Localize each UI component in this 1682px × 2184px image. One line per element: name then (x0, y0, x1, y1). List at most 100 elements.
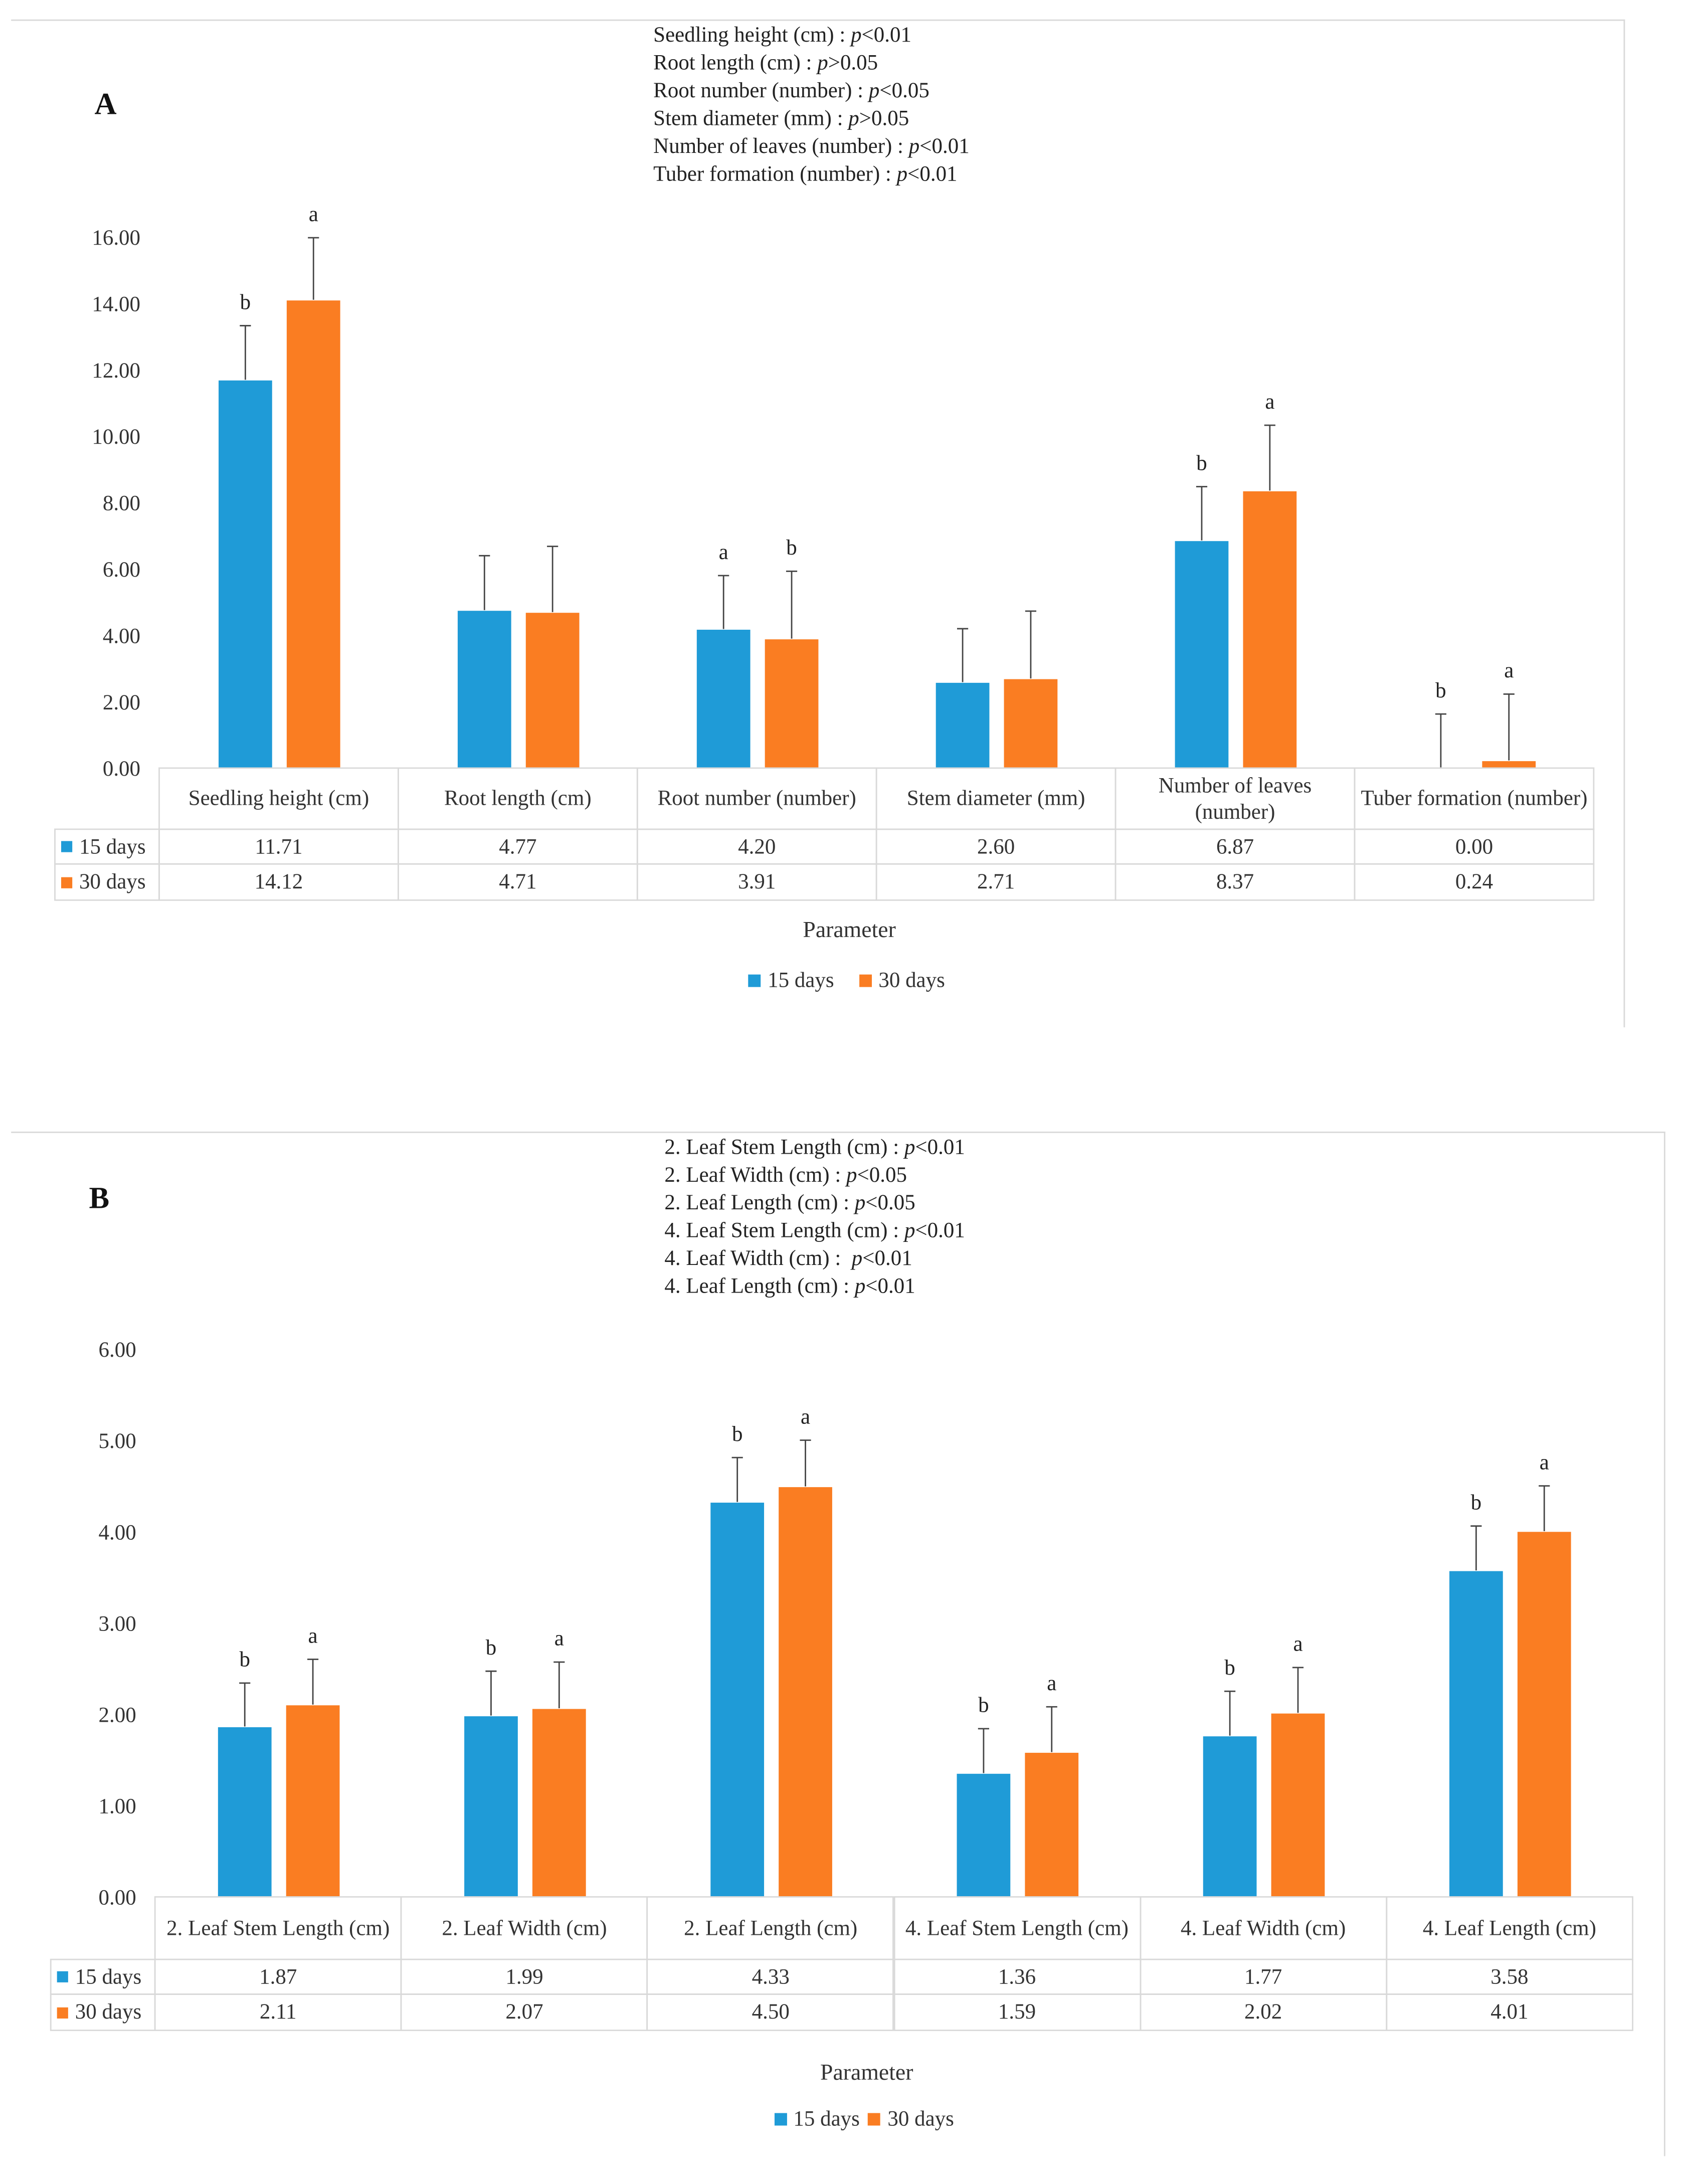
significance-letter: b (486, 1636, 496, 1660)
table-value: 1.59 (893, 1993, 1141, 2031)
significance-line: Root number (number) : p<0.05 (653, 78, 970, 105)
legend: 15 days 30 days (748, 969, 945, 994)
table-value: 0.24 (1354, 863, 1595, 901)
bar-30-days (778, 1486, 833, 1898)
panel-label: A (94, 86, 117, 121)
significance-line: Seedling height (cm) : p<0.01 (653, 22, 970, 50)
significance-letter: b (240, 290, 251, 314)
significance-line: 2. Leaf Width (cm) : p<0.05 (664, 1162, 965, 1190)
legend-item: 30 days (868, 2107, 954, 2132)
significance-letter: a (801, 1405, 810, 1428)
table-value: 1.36 (893, 1958, 1141, 1995)
bar-30-days (1481, 760, 1537, 769)
significance-letter: a (1540, 1450, 1549, 1474)
significance-annotations: 2. Leaf Stem Length (cm) : p<0.01 2. Leaf… (664, 1135, 965, 1302)
table-value: 4.50 (647, 1993, 895, 2031)
table-value: 2.71 (875, 863, 1116, 901)
significance-parameter: 2. Leaf Width (cm) : (664, 1163, 847, 1187)
significance-parameter: 2. Leaf Stem Length (cm) : (664, 1136, 904, 1160)
category-label: 4. Leaf Width (cm) (1139, 1896, 1387, 1960)
significance-letter: b (1196, 451, 1207, 475)
y-tick-label: 14.00 (92, 292, 140, 316)
bar-30-days (1242, 490, 1297, 769)
p-symbol: p (854, 1191, 866, 1215)
table-value: 2.02 (1139, 1993, 1387, 2031)
category-label: Root length (cm) (397, 767, 638, 830)
legend-swatch (57, 2007, 68, 2018)
legend-item: 30 days (859, 969, 945, 994)
bar-30-days (286, 299, 341, 769)
p-symbol: p (904, 1219, 915, 1243)
bar-30-days (1003, 678, 1058, 769)
p-value: <0.01 (865, 1275, 915, 1299)
p-symbol: p (848, 107, 859, 131)
significance-letter: a (1047, 1672, 1056, 1695)
significance-parameter: 4. Leaf Length (cm) : (664, 1275, 855, 1299)
legend-label: 15 days (768, 969, 834, 993)
bar-15-days (1174, 540, 1229, 769)
bar-15-days (463, 1715, 519, 1898)
legend-label: 30 days (887, 2107, 954, 2131)
bar-30-days (1024, 1752, 1079, 1898)
legend-swatch (748, 974, 761, 987)
y-tick-label: 16.00 (92, 226, 140, 250)
p-value: <0.01 (907, 162, 958, 187)
significance-letter: a (719, 540, 728, 564)
category-label: 4. Leaf Length (cm) (1385, 1896, 1633, 1960)
p-value: <0.05 (879, 79, 929, 103)
bar-30-days (1517, 1531, 1572, 1898)
bar-15-days (709, 1502, 765, 1898)
y-tick-label: 6.00 (103, 558, 140, 582)
p-symbol: p (846, 1163, 857, 1187)
table-value: 1.77 (1139, 1958, 1387, 1995)
legend-swatch (868, 2113, 881, 2126)
significance-parameter: 4. Leaf Width (cm) : (664, 1247, 852, 1271)
significance-line: Tuber formation (number) : p<0.01 (653, 161, 970, 189)
table-series-key: 30 days (54, 863, 160, 901)
significance-parameter: Tuber formation (number) : (653, 162, 897, 187)
p-value: <0.01 (919, 134, 970, 159)
bar-15-days (935, 682, 990, 769)
panel-label: B (89, 1180, 110, 1215)
p-value: <0.05 (857, 1163, 907, 1187)
y-tick-label: 0.00 (99, 1886, 136, 1910)
y-tick-label: 4.00 (103, 624, 140, 648)
significance-letter: b (1435, 679, 1446, 702)
table-value: 3.58 (1385, 1958, 1633, 1995)
bar-30-days (531, 1708, 587, 1898)
table-value: 2.07 (400, 1993, 648, 2031)
significance-letter: a (1293, 1632, 1302, 1656)
category-label: 2. Leaf Length (cm) (647, 1896, 895, 1960)
legend-swatch (774, 2113, 787, 2126)
p-symbol: p (904, 1136, 915, 1160)
table-series-key: 15 days (50, 1958, 156, 1995)
p-value: <0.01 (862, 1247, 912, 1271)
table-value: 1.87 (154, 1958, 402, 1995)
category-label: Tuber formation (number) (1354, 767, 1595, 830)
bar-30-days (764, 638, 819, 769)
significance-line: 4. Leaf Length (cm) : p<0.01 (664, 1273, 965, 1301)
series-name: 30 days (79, 870, 146, 894)
significance-letter: b (1471, 1491, 1481, 1514)
significance-line: 2. Leaf Stem Length (cm) : p<0.01 (664, 1135, 965, 1162)
chart-frame (11, 19, 1625, 1028)
p-value: <0.01 (861, 24, 912, 48)
p-symbol: p (851, 1247, 863, 1271)
significance-letter: b (239, 1648, 250, 1672)
y-tick-label: 5.00 (99, 1429, 136, 1453)
significance-parameter: 4. Leaf Stem Length (cm) : (664, 1219, 904, 1243)
legend-swatch (859, 974, 872, 987)
table-value: 2.11 (154, 1993, 402, 2031)
category-label: 2. Leaf Width (cm) (400, 1896, 648, 1960)
significance-letter: a (1504, 659, 1514, 682)
significance-letter: b (786, 536, 797, 560)
legend-item: 15 days (774, 2107, 860, 2132)
p-symbol: p (896, 162, 908, 187)
table-value: 3.91 (636, 863, 877, 901)
x-axis-title: Parameter (803, 916, 896, 943)
table-value: 14.12 (158, 863, 399, 901)
legend-swatch (61, 841, 73, 852)
significance-line: 2. Leaf Length (cm) : p<0.05 (664, 1190, 965, 1217)
